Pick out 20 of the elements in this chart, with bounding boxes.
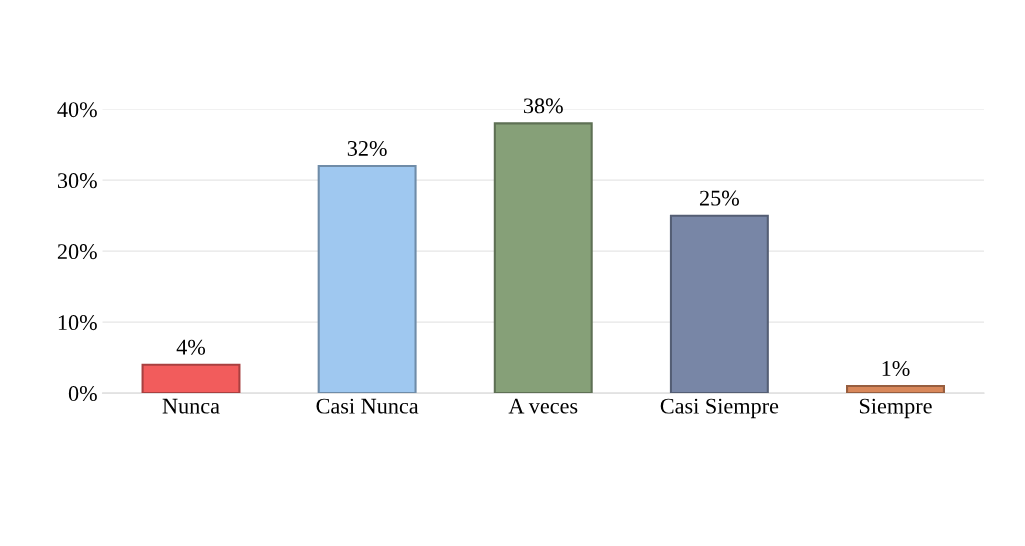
bar [493,122,593,394]
y-tick-label: 10% [58,315,97,331]
data-label: 1% [882,360,910,377]
y-tick-label: 0% [68,386,97,402]
bar [141,363,241,394]
x-tick-label: Casi Siempre [660,398,779,419]
data-label: 38% [523,98,563,114]
bar [317,164,417,394]
data-label: 32% [347,140,387,156]
y-tick-label: 30% [57,173,97,189]
bar [846,384,945,394]
y-tick-label: 40% [57,102,97,118]
y-tick-label: 20% [57,244,97,260]
x-tick-label: A veces [508,398,578,414]
bar [669,214,769,394]
data-label: 25% [699,190,739,206]
x-tick-label: Siempre [859,398,932,419]
x-tick-label: Casi Nunca [316,398,419,414]
data-label: 4% [176,339,206,355]
x-tick-label: Nunca [162,398,220,414]
